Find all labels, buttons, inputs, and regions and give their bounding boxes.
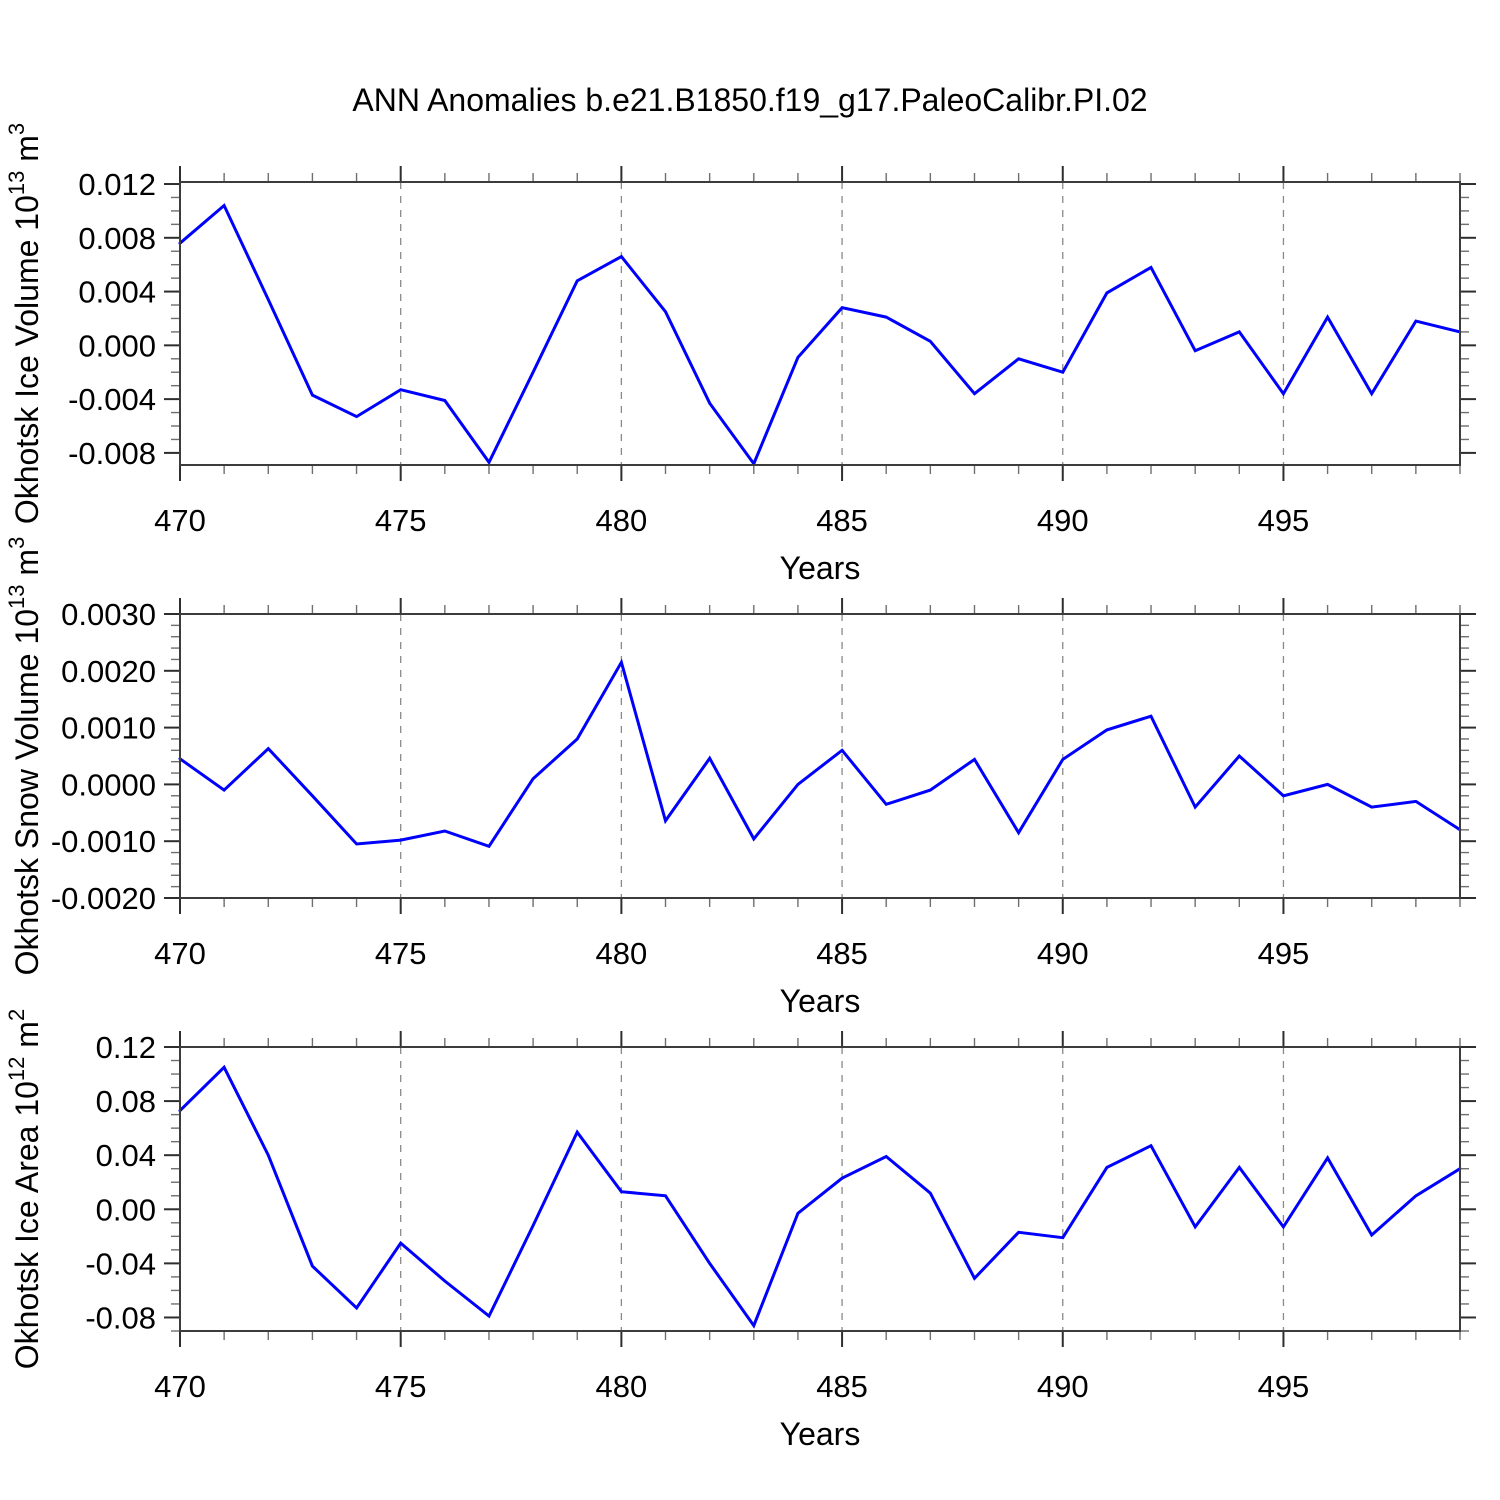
panel-2-y-tick-label: 0.0000 [61, 767, 156, 802]
panel-2-y-axis-title: Okhotsk Snow Volume 1013 m3 [4, 537, 45, 976]
panel-1-x-tick-label: 490 [1037, 503, 1089, 538]
panel-2-x-tick-label: 495 [1258, 936, 1310, 971]
panel-3-x-tick-label: 495 [1258, 1369, 1310, 1404]
panel-1-x-axis-title: Years [780, 550, 861, 586]
panel-1-x-tick-label: 470 [154, 503, 206, 538]
panel-3-y-tick-label: 0.12 [96, 1030, 156, 1065]
panel-1-x-tick-label: 480 [596, 503, 648, 538]
panel-3-y-tick-label: 0.00 [96, 1192, 156, 1227]
panel-1-y-axis-title: Okhotsk Ice Volume 1013 m3 [4, 123, 45, 524]
panel-2-y-tick-label: -0.0020 [51, 881, 156, 916]
panel-2-plot-box [179, 613, 1461, 899]
panel-1-data-line [178, 203, 1462, 467]
panel-3-y-tick-label: -0.08 [85, 1300, 156, 1335]
panel-1-y-tick-label: -0.008 [68, 436, 156, 471]
panel-1-y-tick-label: 0.012 [78, 167, 156, 202]
panel-2-x-tick-label: 470 [154, 936, 206, 971]
panel-3-y-tick-label: 0.08 [96, 1084, 156, 1119]
panel-3-x-tick-label: 480 [596, 1369, 648, 1404]
panel-3-y-tick-label: -0.04 [85, 1246, 156, 1281]
chart-title: ANN Anomalies b.e21.B1850.f19_g17.PaleoC… [352, 82, 1148, 118]
panel-3-x-tick-label: 490 [1037, 1369, 1089, 1404]
panel-3-plot-box [179, 1046, 1461, 1332]
panel-1-y-tick-label: 0.008 [78, 221, 156, 256]
panel-2-x-tick-label: 485 [816, 936, 868, 971]
panel-1-x-tick-label: 495 [1258, 503, 1310, 538]
panel-2-y-tick-label: 0.0020 [61, 654, 156, 689]
panel-3-y-tick-label: 0.04 [96, 1138, 156, 1173]
panel-1-x-tick-label: 475 [375, 503, 427, 538]
panel-2-y-tick-label: 0.0010 [61, 711, 156, 746]
panel-2-data-line [178, 658, 1462, 849]
panel-1-x-tick-label: 485 [816, 503, 868, 538]
panel-2-x-axis-title: Years [780, 983, 861, 1019]
panel-3-y-axis-title: Okhotsk Ice Area 1012 m2 [4, 1009, 45, 1369]
panel-3-x-tick-label: 470 [154, 1369, 206, 1404]
panel-2-y-tick-label: -0.0010 [51, 824, 156, 859]
panel-2-x-tick-label: 475 [375, 936, 427, 971]
panel-3-x-tick-label: 475 [375, 1369, 427, 1404]
panel-1-y-tick-label: -0.004 [68, 382, 156, 417]
panel-1-plot-box [179, 181, 1461, 466]
panel-3-x-tick-label: 485 [816, 1369, 868, 1404]
panel-1-y-tick-label: 0.004 [78, 275, 156, 310]
panel-2-y-tick-label: 0.0030 [61, 597, 156, 632]
panel-2-x-tick-label: 480 [596, 936, 648, 971]
panel-3-x-axis-title: Years [780, 1416, 861, 1452]
panel-2-x-tick-label: 490 [1037, 936, 1089, 971]
panel-1-y-tick-label: 0.000 [78, 328, 156, 363]
panel-3-data-line [178, 1064, 1462, 1329]
